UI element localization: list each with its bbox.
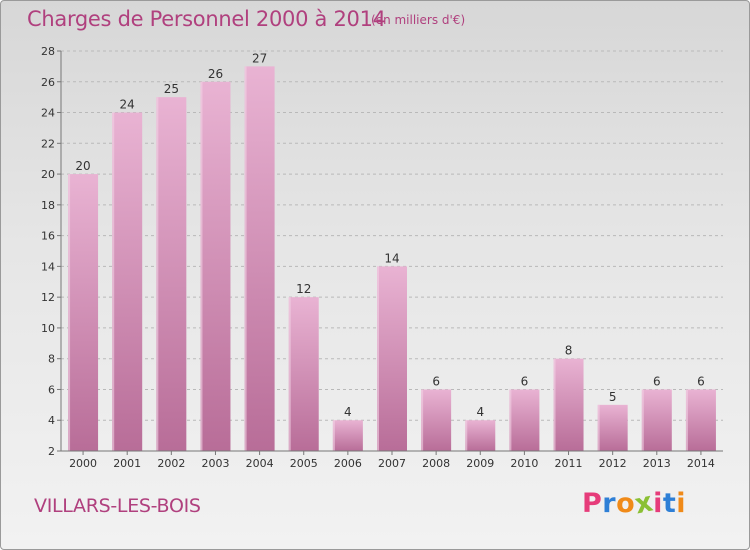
data-label: 20	[75, 159, 90, 173]
bar	[112, 112, 143, 452]
bar-highlight	[68, 174, 71, 452]
chart-title: Charges de Personnel 2000 à 2014	[27, 7, 386, 31]
logo-letter: t	[662, 488, 677, 519]
logo-letter: r	[602, 488, 617, 519]
data-label: 6	[697, 374, 705, 388]
bar-highlight	[509, 389, 512, 451]
chart-subtitle: (en milliers d'€)	[371, 13, 466, 27]
logo-letter: o	[616, 488, 636, 519]
x-tick-label: 2002	[157, 457, 185, 470]
data-label: 26	[208, 67, 223, 81]
x-tick-label: 2001	[113, 457, 141, 470]
x-tick-label: 2000	[69, 457, 97, 470]
data-label: 8	[565, 344, 573, 358]
bar-highlight	[332, 420, 335, 451]
y-tick-label: 12	[41, 291, 55, 304]
logo-letter: i	[653, 488, 663, 519]
y-tick-label: 2	[48, 445, 55, 458]
bar-highlight	[597, 404, 600, 451]
x-tick-label: 2008	[422, 457, 450, 470]
x-tick-label: 2006	[334, 457, 362, 470]
bar	[244, 66, 275, 451]
bar	[421, 389, 452, 451]
bar	[200, 81, 231, 452]
data-label: 6	[653, 374, 661, 388]
data-label: 4	[344, 405, 352, 419]
y-tick-label: 18	[41, 199, 55, 212]
data-label: 5	[609, 390, 617, 404]
data-label: 25	[164, 82, 179, 96]
y-tick-label: 8	[48, 353, 55, 366]
bar	[156, 97, 187, 452]
proxiti-logo: Proxiti	[582, 486, 687, 520]
bar-highlight	[641, 389, 644, 451]
bar	[641, 389, 672, 451]
y-tick-label: 14	[41, 260, 55, 273]
commune-name: VILLARS-LES-BOIS	[34, 495, 201, 517]
bar	[377, 266, 407, 451]
data-label: 24	[120, 98, 135, 112]
data-label: 27	[252, 51, 267, 65]
bar-highlight	[377, 266, 379, 451]
data-label: 6	[432, 374, 440, 388]
logo-letter: i	[676, 488, 687, 519]
y-tick-label: 4	[48, 414, 55, 427]
x-tick-label: 2013	[643, 457, 671, 470]
bar	[68, 174, 99, 452]
bar	[509, 389, 540, 451]
bar	[465, 420, 496, 451]
data-label: 4	[476, 405, 484, 419]
x-tick-label: 2007	[378, 457, 406, 470]
bars: 20 24 25 26 27 12 4 14 6 4 6 8 5 6 6	[68, 51, 716, 452]
x-tick-label: 2003	[201, 457, 229, 470]
y-tick-label: 20	[41, 168, 55, 181]
data-label: 14	[384, 251, 399, 265]
bar-highlight	[112, 112, 115, 452]
bar	[685, 389, 716, 451]
y-tick-label: 26	[41, 76, 55, 89]
bar-highlight	[421, 389, 424, 451]
bar	[288, 297, 319, 451]
bar-highlight	[553, 358, 556, 451]
bar-highlight	[465, 420, 468, 451]
data-label: 6	[521, 374, 529, 388]
bar-highlight	[288, 297, 291, 451]
y-tick-label: 28	[41, 45, 55, 58]
bar-highlight	[685, 389, 688, 451]
y-tick-label: 10	[41, 322, 55, 335]
y-tick-label: 22	[41, 137, 55, 150]
x-tick-label: 2012	[599, 457, 627, 470]
data-label: 12	[296, 282, 311, 296]
y-tick-label: 6	[48, 383, 55, 396]
x-tick-label: 2010	[510, 457, 538, 470]
bar-highlight	[200, 81, 203, 452]
bar-highlight	[156, 97, 159, 452]
y-tick-label: 16	[41, 230, 55, 243]
x-tick-label: 2004	[246, 457, 274, 470]
x-tick-label: 2014	[687, 457, 715, 470]
bar	[553, 358, 584, 451]
x-tick-label: 2011	[555, 457, 583, 470]
bar	[597, 404, 628, 451]
bar	[332, 420, 363, 451]
y-tick-label: 24	[41, 107, 55, 120]
x-tick-label: 2009	[466, 457, 494, 470]
x-tick-label: 2005	[290, 457, 318, 470]
bar-highlight	[244, 66, 247, 451]
logo-letter: P	[582, 488, 603, 519]
